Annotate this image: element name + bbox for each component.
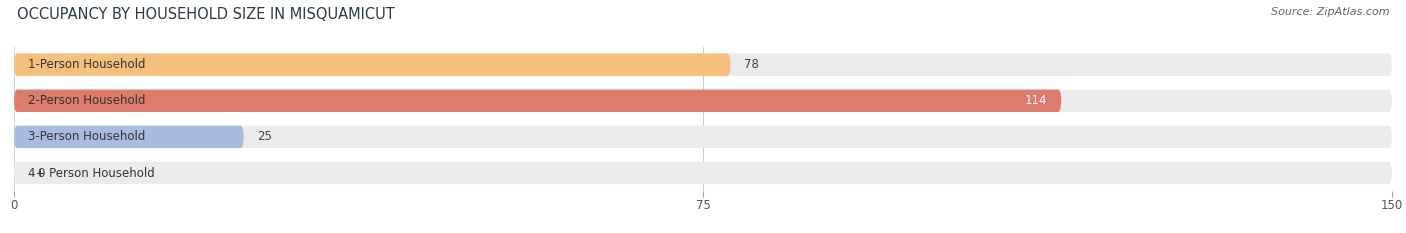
Text: 25: 25 xyxy=(257,130,273,143)
FancyBboxPatch shape xyxy=(14,162,1392,184)
FancyBboxPatch shape xyxy=(14,89,1062,112)
FancyBboxPatch shape xyxy=(14,53,1392,76)
FancyBboxPatch shape xyxy=(14,126,243,148)
Text: 3-Person Household: 3-Person Household xyxy=(28,130,145,143)
Text: OCCUPANCY BY HOUSEHOLD SIZE IN MISQUAMICUT: OCCUPANCY BY HOUSEHOLD SIZE IN MISQUAMIC… xyxy=(17,7,395,22)
FancyBboxPatch shape xyxy=(14,89,1392,112)
FancyBboxPatch shape xyxy=(14,126,1392,148)
Text: 2-Person Household: 2-Person Household xyxy=(28,94,145,107)
Text: 78: 78 xyxy=(744,58,759,71)
Text: 1-Person Household: 1-Person Household xyxy=(28,58,145,71)
Text: Source: ZipAtlas.com: Source: ZipAtlas.com xyxy=(1271,7,1389,17)
Text: 0: 0 xyxy=(37,167,45,179)
FancyBboxPatch shape xyxy=(14,53,731,76)
Text: 4+ Person Household: 4+ Person Household xyxy=(28,167,155,179)
Text: 114: 114 xyxy=(1025,94,1047,107)
